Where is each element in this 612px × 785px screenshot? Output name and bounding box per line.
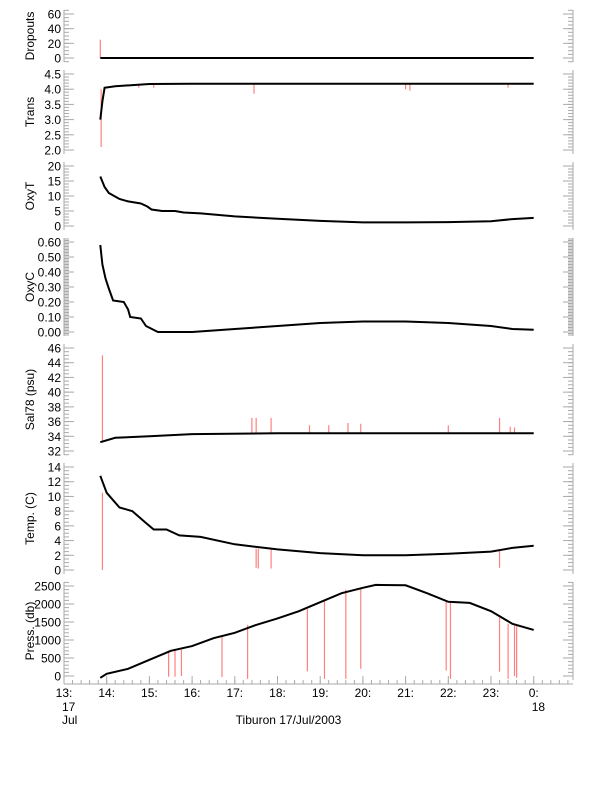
y-axis-label-dropouts: Dropouts (23, 12, 37, 61)
series-line-oxyc (99, 244, 534, 333)
y-tick-label-trans: 3.5 (44, 98, 61, 112)
x-tick-label: 19: (312, 686, 329, 700)
y-tick-label-sal78-psu: 40 (48, 386, 62, 400)
series-line-press-db (99, 583, 534, 679)
y-tick-label-press-db: 500 (41, 652, 61, 666)
y-tick-label-oxyt: 10 (48, 190, 62, 204)
x-tick-label: 20: (355, 686, 372, 700)
y-tick-label-temp-c: 2 (54, 549, 61, 563)
y-tick-label-oxyc: 0.10 (38, 311, 62, 325)
y-tick-label-dropouts: 20 (48, 37, 62, 51)
y-tick-label-trans: 3.0 (44, 113, 61, 127)
y-tick-label-temp-c: 10 (48, 490, 62, 504)
x-tick-label: 13: (56, 686, 73, 700)
y-tick-label-press-db: 2500 (34, 580, 61, 594)
y-axis-label-trans: Trans (23, 97, 37, 127)
y-tick-label-trans: 4.5 (44, 68, 61, 82)
series-line-oxyt (99, 176, 534, 224)
y-tick-label-trans: 2.5 (44, 128, 61, 142)
x-tick-label: 14: (98, 686, 115, 700)
y-tick-label-press-db: 2000 (34, 598, 61, 612)
y-tick-label-oxyc: 0.40 (38, 266, 62, 280)
x-tick-label: 15: (141, 686, 158, 700)
y-tick-label-temp-c: 12 (48, 475, 62, 489)
x-tick-label: 17: (226, 686, 243, 700)
y-axis-label-temp-c: Temp. (C) (23, 492, 37, 545)
y-tick-label-dropouts: 60 (48, 8, 62, 22)
y-tick-label-trans: 2.0 (44, 144, 61, 158)
y-tick-label-temp-c: 0 (54, 564, 61, 578)
y-tick-label-temp-c: 8 (54, 505, 61, 519)
y-tick-label-oxyc: 0.00 (38, 326, 62, 340)
y-tick-label-sal78-psu: 44 (48, 356, 62, 370)
x-tick-label: 22: (440, 686, 457, 700)
series-line-sal78-psu (100, 432, 534, 444)
y-tick-label-oxyc: 0.50 (38, 251, 62, 265)
y-tick-label-press-db: 1500 (34, 616, 61, 630)
y-tick-label-press-db: 1000 (34, 634, 61, 648)
x-tick-date: 17 (62, 700, 76, 714)
y-tick-label-sal78-psu: 38 (48, 400, 62, 414)
y-axis-label-press-db: Press. (db) (23, 602, 37, 661)
y-tick-label-oxyc: 0.60 (38, 236, 62, 250)
y-tick-label-temp-c: 4 (54, 534, 61, 548)
y-tick-label-press-db: 0 (54, 670, 61, 684)
y-tick-label-oxyt: 0 (54, 220, 61, 234)
y-axis-label-sal78-psu: Sal78 (psu) (23, 369, 37, 430)
y-tick-label-sal78-psu: 36 (48, 415, 62, 429)
x-tick-label: 23: (483, 686, 500, 700)
y-tick-label-sal78-psu: 32 (48, 445, 62, 459)
y-tick-label-sal78-psu: 42 (48, 371, 62, 385)
x-axis-title: Tiburon 17/Jul/2003 (236, 713, 342, 727)
x-tick-date: 18 (532, 700, 546, 714)
x-tick-month: Jul (62, 713, 77, 727)
y-tick-label-sal78-psu: 34 (48, 430, 62, 444)
y-tick-label-trans: 4.0 (44, 83, 61, 97)
x-tick-label: 21: (397, 686, 414, 700)
y-tick-label-oxyt: 20 (48, 160, 62, 174)
y-tick-label-temp-c: 14 (48, 461, 62, 475)
y-tick-label-oxyc: 0.30 (38, 281, 62, 295)
x-tick-label: 16: (184, 686, 201, 700)
series-line-trans (99, 82, 534, 120)
x-tick-label: 18: (269, 686, 286, 700)
y-tick-label-dropouts: 0 (54, 52, 61, 66)
y-tick-label-oxyt: 15 (48, 175, 62, 189)
y-tick-label-dropouts: 40 (48, 22, 62, 36)
y-axis-label-oxyc: OxyC (23, 272, 37, 302)
y-axis-label-oxyt: OxyT (23, 181, 37, 210)
x-tick-label: 0: (529, 686, 539, 700)
y-tick-label-oxyt: 5 (54, 205, 61, 219)
y-tick-label-temp-c: 6 (54, 519, 61, 533)
y-tick-label-sal78-psu: 46 (48, 342, 62, 356)
series-line-temp-c (99, 475, 534, 557)
y-tick-label-oxyc: 0.20 (38, 296, 62, 310)
